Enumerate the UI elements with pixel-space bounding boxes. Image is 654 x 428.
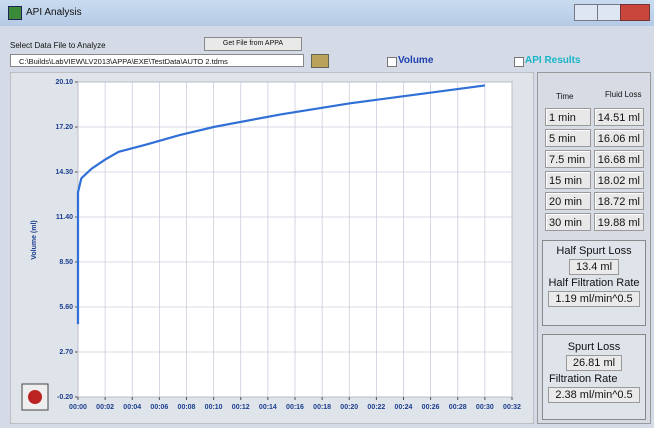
half-spurt-value: 13.4 ml	[568, 259, 620, 275]
browse-button[interactable]	[311, 54, 329, 68]
close-button[interactable]	[620, 4, 650, 21]
title-bar: API Analysis	[0, 0, 654, 26]
fluid-loss-cell: 19.88 ml	[594, 213, 644, 231]
y-tick-label: 20.10	[55, 79, 73, 86]
fluid-loss-cell: 18.72 ml	[594, 192, 644, 210]
minimize-button[interactable]	[574, 4, 598, 21]
rate-label: Filtration Rate	[549, 373, 618, 385]
x-tick-label: 00:22	[367, 404, 385, 411]
y-tick-label: 17.20	[55, 124, 73, 131]
y-tick-label: 11.40	[56, 214, 73, 221]
time-cell: 7.5 min	[545, 150, 591, 168]
fluid-loss-cell: 14.51 ml	[594, 108, 644, 126]
api-results-toggle-label: API Results	[525, 55, 581, 66]
y-tick-label: -0.20	[57, 394, 73, 401]
x-tick-label: 00:08	[178, 404, 196, 411]
y-tick-label: 8.50	[59, 259, 73, 266]
half-spurt-title: Half Spurt Loss	[556, 245, 632, 257]
tool-icon-glyph	[28, 390, 42, 404]
x-tick-label: 00:04	[123, 404, 141, 411]
y-tick-label: 2.70	[59, 349, 73, 356]
x-tick-label: 00:26	[422, 404, 440, 411]
x-tick-label: 00:28	[449, 404, 467, 411]
time-cell: 20 min	[545, 192, 591, 210]
app-icon	[8, 6, 22, 20]
y-axis-label: Volume (ml)	[31, 220, 38, 260]
time-cell: 15 min	[545, 171, 591, 189]
x-tick-label: 00:20	[340, 404, 358, 411]
half-rate-label: Half Filtration Rate	[548, 277, 640, 289]
rate-value: 2.38 ml/min^0.5	[548, 387, 640, 403]
file-label: Select Data File to Analyze	[10, 41, 106, 50]
y-tick-label: 5.60	[59, 304, 73, 311]
volume-toggle-label: Volume	[398, 55, 434, 66]
time-header: Time	[556, 92, 574, 101]
half-rate-value: 1.19 ml/min^0.5	[548, 291, 640, 307]
x-tick-label: 00:12	[232, 404, 250, 411]
x-tick-label: 00:24	[395, 404, 413, 411]
series-line	[76, 84, 486, 325]
fluid-loss-cell: 16.06 ml	[594, 129, 644, 147]
x-tick-label: 00:00	[69, 404, 87, 411]
x-tick-label: 00:02	[96, 404, 114, 411]
spurt-box: Spurt Loss 26.81 ml Filtration Rate 2.38…	[542, 334, 646, 420]
volume-checkbox[interactable]	[387, 57, 397, 67]
chart: Volume (ml) -0.20 2.70 5.60 8.50 11.40 14.30 1…	[10, 72, 534, 424]
spurt-title: Spurt Loss	[567, 341, 621, 353]
time-cell: 30 min	[545, 213, 591, 231]
time-cell: 1 min	[545, 108, 591, 126]
fluid-loss-cell: 18.02 ml	[594, 171, 644, 189]
x-tick-label: 00:06	[150, 404, 168, 411]
time-cell: 5 min	[545, 129, 591, 147]
maximize-button[interactable]	[597, 4, 621, 21]
file-path[interactable]: C:\Builds\LabVIEW\LV2013\APPA\EXE\TestDa…	[10, 54, 304, 67]
x-tick-label: 00:18	[313, 404, 331, 411]
y-tick-label: 14.30	[55, 169, 73, 176]
half-spurt-box: Half Spurt Loss 13.4 ml Half Filtration …	[542, 240, 646, 326]
fluid-loss-header: Fluid Loss	[605, 90, 642, 99]
x-tick-label: 00:16	[286, 404, 304, 411]
spurt-value: 26.81 ml	[565, 355, 623, 371]
api-results-checkbox[interactable]	[514, 57, 524, 67]
x-tick-label: 00:32	[503, 404, 521, 411]
fluid-loss-cell: 16.68 ml	[594, 150, 644, 168]
get-file-button[interactable]: Get File from APPA	[204, 37, 302, 51]
window-title: API Analysis	[26, 7, 82, 18]
x-tick-label: 00:14	[259, 404, 277, 411]
x-tick-label: 00:30	[476, 404, 494, 411]
x-tick-label: 00:10	[205, 404, 223, 411]
